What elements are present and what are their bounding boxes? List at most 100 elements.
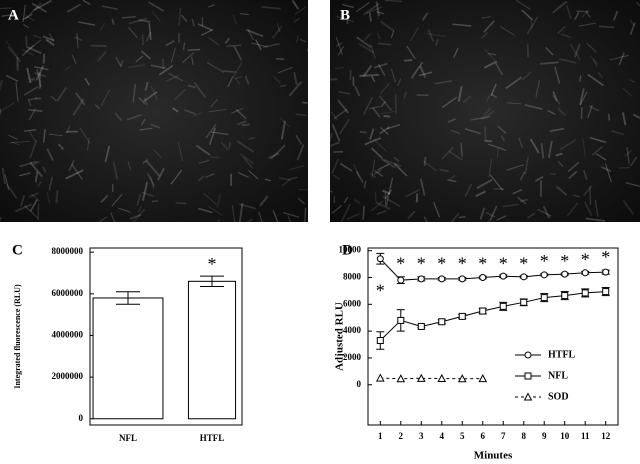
cell (307, 48, 312, 61)
cell (197, 175, 205, 182)
cell (377, 63, 386, 76)
cell (370, 44, 376, 59)
cell (45, 38, 55, 46)
cell (487, 143, 507, 151)
cell (244, 75, 250, 85)
cell (323, 190, 333, 194)
cell (383, 158, 402, 167)
cell (165, 39, 175, 47)
cell (192, 112, 203, 117)
cell (208, 4, 215, 8)
cell (248, 170, 259, 180)
cell (184, 109, 196, 115)
y-tick-label: 6000 (343, 298, 362, 308)
cell (421, 12, 429, 21)
cell (271, 25, 283, 39)
cell (217, 218, 220, 226)
cell (33, 161, 40, 166)
cell (589, 136, 607, 144)
marker (438, 318, 446, 326)
cell (552, 94, 561, 105)
cell (277, 66, 293, 74)
plot-frame (89, 247, 243, 426)
cell (115, 56, 122, 68)
cell (584, 201, 593, 217)
cell (288, 176, 298, 180)
y-tick-label: 8000 (343, 272, 362, 282)
cell (0, 101, 15, 112)
cell (515, 0, 531, 10)
annotation: * (396, 254, 405, 274)
y-tick-label: 8000000 (52, 246, 84, 256)
cell (385, 196, 390, 207)
cell (611, 130, 625, 136)
cell (526, 16, 539, 35)
cell (174, 88, 187, 101)
cell (21, 48, 34, 56)
cell (362, 205, 365, 220)
cell (291, 0, 300, 10)
cell (19, 172, 31, 177)
cell (28, 108, 43, 112)
cell (376, 7, 379, 20)
cell (597, 71, 604, 79)
cell (248, 137, 255, 140)
cell (150, 85, 158, 100)
cell (476, 178, 493, 190)
cell (609, 54, 630, 61)
marker (499, 302, 507, 310)
cell (8, 134, 18, 140)
cell (119, 59, 124, 67)
cell (5, 74, 19, 82)
cell (368, 105, 380, 110)
cell (375, 201, 391, 210)
cell (496, 215, 507, 221)
cell (191, 18, 196, 27)
cell (572, 194, 580, 198)
cell (470, 116, 491, 121)
cell (521, 71, 532, 81)
y-tick-label: 0 (357, 379, 362, 389)
cell (251, 42, 268, 48)
cell (240, 13, 250, 16)
cell (55, 189, 59, 204)
cell (626, 147, 630, 165)
cell (180, 14, 188, 22)
cell (545, 46, 554, 56)
y-tick-label: 2000000 (52, 371, 84, 381)
cell (234, 77, 241, 85)
y-axis-label: Integrated fluorescence (RLU) (13, 284, 22, 389)
cell (331, 204, 343, 215)
cell (37, 180, 42, 187)
cell (535, 175, 544, 182)
cell (583, 170, 588, 180)
cell (27, 99, 32, 107)
cell (112, 162, 119, 180)
marker (457, 374, 467, 383)
cell (519, 171, 526, 181)
cell (371, 75, 376, 82)
cell (379, 20, 395, 32)
cell (406, 45, 416, 60)
cell (354, 86, 361, 97)
cell (29, 76, 36, 84)
cell (331, 124, 341, 142)
cell (247, 28, 255, 41)
cell (137, 205, 143, 213)
cell (559, 139, 577, 151)
cell (335, 37, 343, 55)
cell (26, 67, 32, 84)
cell (587, 73, 605, 87)
marker (561, 270, 569, 278)
cell (127, 161, 132, 171)
cell (138, 19, 151, 23)
cell (28, 108, 37, 121)
cell (480, 107, 492, 120)
cell (297, 197, 305, 205)
cell (559, 58, 577, 64)
marker (376, 337, 384, 345)
x-tick-label: 9 (542, 431, 547, 441)
x-tick-label: HTFL (200, 433, 225, 443)
cell (148, 1, 165, 12)
cell (320, 78, 338, 81)
